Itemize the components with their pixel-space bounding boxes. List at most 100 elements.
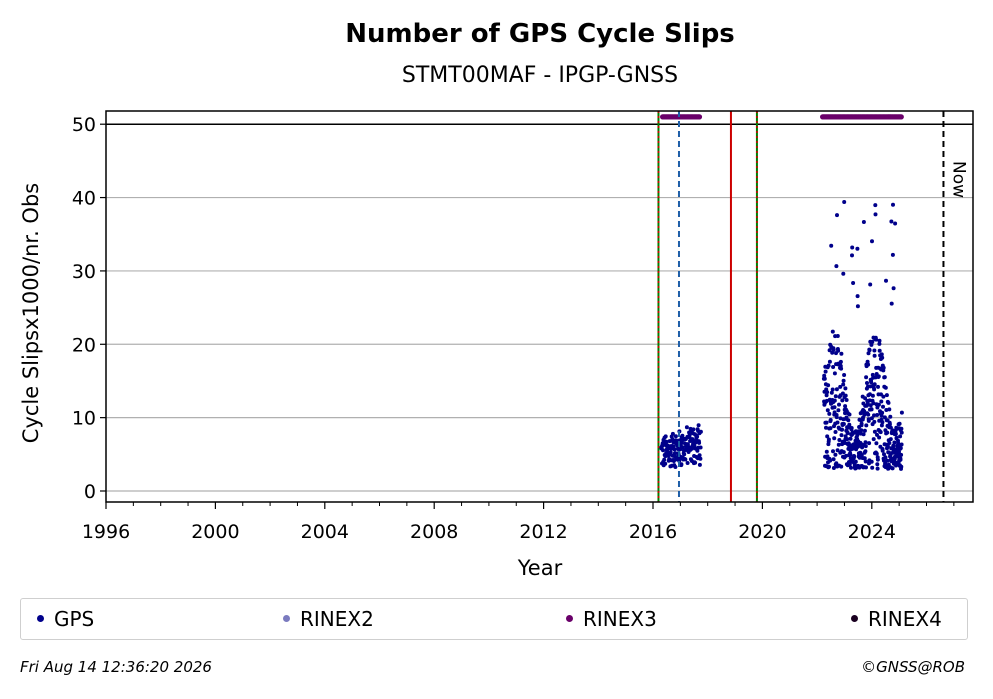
gps-point xyxy=(841,450,846,455)
y-tick-label: 40 xyxy=(72,188,96,210)
gps-point xyxy=(866,362,871,367)
x-tick-label: 2004 xyxy=(301,521,349,543)
gps-point xyxy=(864,375,869,380)
gps-point xyxy=(863,440,868,445)
gps-point xyxy=(881,394,886,399)
gps-point xyxy=(661,448,665,453)
gps-point xyxy=(830,329,835,334)
gps-point xyxy=(840,391,845,396)
gps-point xyxy=(880,420,885,425)
gps-point xyxy=(874,337,879,342)
gps-point xyxy=(863,444,868,449)
gps-point xyxy=(837,402,841,407)
legend-label: RINEX4 xyxy=(868,607,942,631)
gps-point xyxy=(892,440,897,445)
gps-point xyxy=(848,452,853,457)
gps-point xyxy=(831,466,836,470)
gps-point xyxy=(887,407,892,412)
gps-point xyxy=(853,459,858,464)
gps-point xyxy=(875,466,880,471)
gps-point xyxy=(887,441,892,445)
gps-point xyxy=(838,384,843,389)
footer-timestamp: Fri Aug 14 12:36:20 2026 xyxy=(20,658,212,676)
gps-point xyxy=(865,381,869,385)
x-tick-label: 2020 xyxy=(738,521,786,543)
gps-point xyxy=(862,409,867,414)
gps-point xyxy=(822,373,827,378)
gps-point xyxy=(830,387,835,392)
gps-point xyxy=(878,430,883,435)
gps-point xyxy=(844,398,849,402)
gps-point xyxy=(846,418,851,423)
gps-point xyxy=(877,348,882,353)
gps-point xyxy=(836,348,841,353)
gps-point xyxy=(865,401,870,406)
gps-point xyxy=(841,422,846,426)
gps-point xyxy=(698,445,703,450)
gps-point xyxy=(863,459,868,464)
chart-title: Number of GPS Cycle Slips xyxy=(345,19,735,49)
gps-point xyxy=(879,413,884,418)
gps-point xyxy=(871,401,876,406)
gps-point xyxy=(824,425,828,430)
gps-point xyxy=(827,464,831,469)
gps-point xyxy=(685,461,690,465)
y-tick-label: 50 xyxy=(72,114,96,136)
x-tick-label: 2012 xyxy=(519,521,567,543)
gps-point xyxy=(881,365,886,370)
gps-point xyxy=(899,430,904,435)
gps-point xyxy=(839,351,844,356)
y-tick-label: 20 xyxy=(72,334,96,356)
gps-point xyxy=(835,334,840,338)
gps-point xyxy=(867,348,872,353)
gps-point xyxy=(897,421,902,426)
gps-point xyxy=(697,440,702,445)
gps-point xyxy=(831,449,835,454)
grid xyxy=(106,123,973,492)
gps-point xyxy=(832,405,837,410)
gps-point xyxy=(871,437,876,442)
gps-point xyxy=(877,338,882,343)
gps-point xyxy=(869,407,874,412)
gps-point xyxy=(850,253,854,258)
gps-point xyxy=(866,418,871,423)
gps-point xyxy=(877,435,882,440)
gps-point xyxy=(883,455,888,460)
gps-point xyxy=(896,441,901,445)
gps-point xyxy=(841,382,846,387)
gps-point xyxy=(877,341,882,346)
gps-point xyxy=(880,448,885,453)
gps-point xyxy=(829,243,834,248)
chart-subtitle: STMT00MAF - IPGP-GNSS xyxy=(402,63,678,88)
gps-point xyxy=(840,398,845,403)
gps-point xyxy=(842,373,847,377)
now-label: Now xyxy=(948,161,968,198)
gps-point xyxy=(825,434,830,439)
gps-point xyxy=(870,339,875,344)
gps-point xyxy=(662,457,667,462)
gps-point xyxy=(869,416,874,421)
gps-point xyxy=(898,446,903,451)
gps-point xyxy=(843,393,848,398)
gps-point xyxy=(697,462,702,467)
rinex3-point xyxy=(696,114,703,120)
gps-point xyxy=(693,460,698,465)
gps-point xyxy=(834,415,839,420)
gps-point xyxy=(870,372,875,377)
gps-point xyxy=(898,434,903,439)
gps-point xyxy=(864,423,869,428)
gps-point xyxy=(837,438,842,442)
gps-point xyxy=(849,465,853,470)
gps-point xyxy=(890,252,895,257)
gps-point xyxy=(886,400,891,405)
gps-point xyxy=(884,408,889,412)
gps-point xyxy=(859,428,864,433)
gps-point xyxy=(874,451,879,456)
gps-point xyxy=(888,425,893,430)
gps-point xyxy=(861,432,866,437)
gps-point xyxy=(672,447,677,452)
gps-point xyxy=(874,441,879,446)
x-tick-label: 2016 xyxy=(629,521,677,543)
gps-point xyxy=(827,411,832,416)
gps-point xyxy=(863,449,868,454)
